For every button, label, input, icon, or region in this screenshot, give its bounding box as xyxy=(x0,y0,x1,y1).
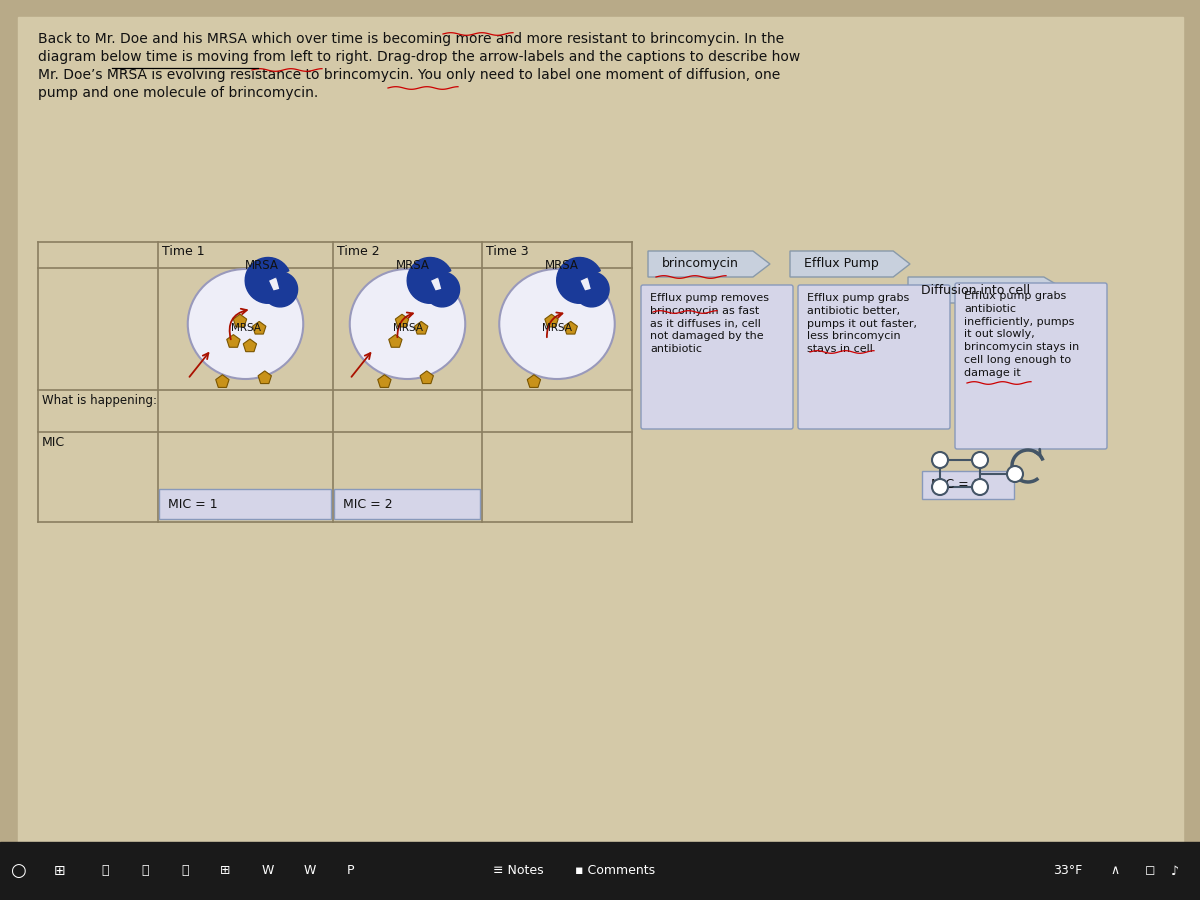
FancyBboxPatch shape xyxy=(922,471,1014,499)
Text: Time 2: Time 2 xyxy=(337,245,379,258)
Text: ⊞: ⊞ xyxy=(220,865,230,878)
Wedge shape xyxy=(407,257,451,303)
Text: Back to Mr. Doe and his MRSA which over time is becoming more and more resistant: Back to Mr. Doe and his MRSA which over … xyxy=(38,32,784,46)
Text: Time 3: Time 3 xyxy=(486,245,529,258)
Polygon shape xyxy=(790,251,910,277)
FancyBboxPatch shape xyxy=(955,283,1108,449)
Text: brincomycin: brincomycin xyxy=(662,257,739,271)
Ellipse shape xyxy=(187,269,304,379)
Polygon shape xyxy=(216,374,229,387)
Bar xyxy=(0,842,1200,900)
Text: W: W xyxy=(304,865,316,878)
Text: What is happening:: What is happening: xyxy=(42,394,157,407)
Polygon shape xyxy=(378,374,391,387)
Text: 33°F: 33°F xyxy=(1054,865,1082,878)
Polygon shape xyxy=(244,339,257,352)
Ellipse shape xyxy=(499,269,614,379)
Ellipse shape xyxy=(349,269,466,379)
Text: ▪ Comments: ▪ Comments xyxy=(575,865,655,878)
Wedge shape xyxy=(557,257,600,303)
Text: ♪: ♪ xyxy=(1171,865,1178,878)
Text: pump and one molecule of brincomycin.: pump and one molecule of brincomycin. xyxy=(38,86,318,100)
Text: ◻: ◻ xyxy=(1145,865,1156,878)
Text: ∧: ∧ xyxy=(1110,865,1120,878)
FancyBboxPatch shape xyxy=(641,285,793,429)
Text: MIC = 1: MIC = 1 xyxy=(168,498,217,510)
Polygon shape xyxy=(252,321,266,334)
Text: W: W xyxy=(262,865,274,878)
Text: Efflux pump grabs
antibiotic
inefficiently, pumps
it out slowly,
brincomycin sta: Efflux pump grabs antibiotic inefficient… xyxy=(964,291,1079,378)
Wedge shape xyxy=(263,272,298,307)
Text: MRSA: MRSA xyxy=(392,323,422,333)
Text: Mr. Doe’s MRSA is evolving resistance to brincomycin. You only need to label one: Mr. Doe’s MRSA is evolving resistance to… xyxy=(38,68,780,82)
Text: Diffusion into cell: Diffusion into cell xyxy=(922,284,1031,296)
FancyBboxPatch shape xyxy=(158,489,331,519)
Wedge shape xyxy=(575,272,610,307)
Polygon shape xyxy=(414,321,428,334)
Polygon shape xyxy=(395,314,409,327)
Text: 📁: 📁 xyxy=(181,865,188,878)
Circle shape xyxy=(972,479,988,495)
Text: 🗔: 🗔 xyxy=(101,865,109,878)
Text: MIC = 2: MIC = 2 xyxy=(343,498,392,510)
Polygon shape xyxy=(564,321,577,334)
Text: ≡ Notes: ≡ Notes xyxy=(493,865,544,878)
Polygon shape xyxy=(227,335,240,347)
Text: Efflux pump removes
brincomycin as fast
as it diffuses in, cell
not damaged by t: Efflux pump removes brincomycin as fast … xyxy=(650,293,769,355)
Polygon shape xyxy=(420,371,433,383)
Circle shape xyxy=(1007,466,1022,482)
Circle shape xyxy=(972,452,988,468)
Text: MRSA: MRSA xyxy=(396,259,430,272)
FancyBboxPatch shape xyxy=(334,489,480,519)
Text: MRSA: MRSA xyxy=(542,323,572,333)
Polygon shape xyxy=(389,335,402,347)
Text: MRSA: MRSA xyxy=(545,259,578,272)
Polygon shape xyxy=(527,374,540,387)
Text: Efflux pump grabs
antibiotic better,
pumps it out faster,
less brincomycin
stays: Efflux pump grabs antibiotic better, pum… xyxy=(808,293,917,355)
Polygon shape xyxy=(648,251,770,277)
Polygon shape xyxy=(233,314,247,327)
Wedge shape xyxy=(425,272,460,307)
Text: MIC = 8: MIC = 8 xyxy=(931,479,980,491)
Text: Efflux Pump: Efflux Pump xyxy=(804,257,878,271)
Polygon shape xyxy=(545,314,558,327)
FancyBboxPatch shape xyxy=(798,285,950,429)
Text: MRSA: MRSA xyxy=(230,323,260,333)
Text: Time 1: Time 1 xyxy=(162,245,205,258)
Polygon shape xyxy=(908,277,1066,303)
Circle shape xyxy=(932,479,948,495)
Text: 🌐: 🌐 xyxy=(142,865,149,878)
Circle shape xyxy=(932,452,948,468)
Text: MRSA: MRSA xyxy=(245,259,278,272)
Text: ○: ○ xyxy=(10,862,26,880)
Text: P: P xyxy=(347,865,354,878)
Wedge shape xyxy=(245,257,289,303)
Text: diagram below time is moving from left to right. Drag-drop the arrow-labels and : diagram below time is moving from left t… xyxy=(38,50,800,64)
Text: ⊞: ⊞ xyxy=(54,864,66,878)
Text: MIC: MIC xyxy=(42,436,65,449)
Polygon shape xyxy=(258,371,271,383)
